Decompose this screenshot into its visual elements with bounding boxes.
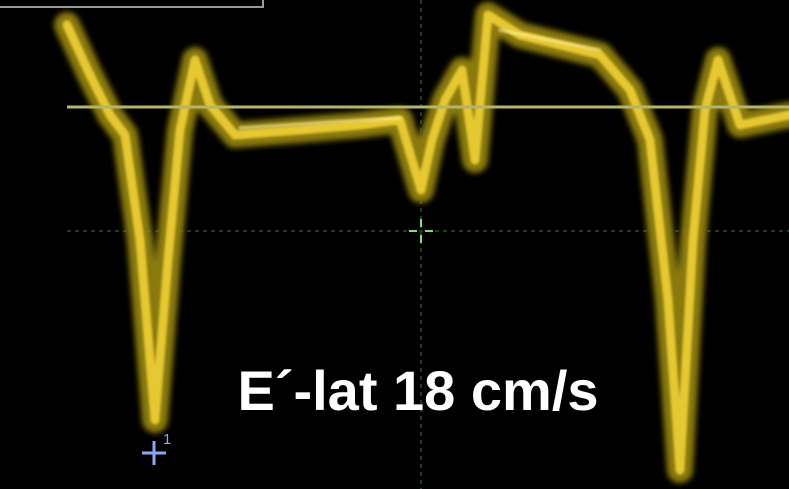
doppler-screen: 1 E´-lat 18 cm/s bbox=[0, 0, 789, 489]
marker-label: 1 bbox=[163, 431, 171, 448]
measurement-annotation: E´-lat 18 cm/s bbox=[237, 359, 598, 422]
page: 1 E´-lat 18 cm/s (() => { const data = J… bbox=[0, 0, 789, 489]
